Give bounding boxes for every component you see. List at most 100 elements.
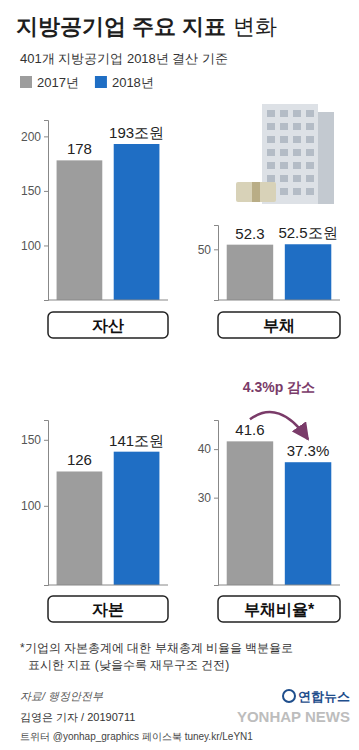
- bars: [57, 452, 160, 585]
- building-side: [318, 112, 334, 204]
- building-window: [280, 188, 288, 195]
- title: 지방공기업 주요 지표 변화: [16, 14, 277, 39]
- building-window: [267, 136, 275, 143]
- tick-label: 100: [21, 239, 41, 253]
- bar: [57, 160, 103, 300]
- building-window: [267, 175, 275, 182]
- tick-mark: [214, 249, 218, 250]
- y-axis: 50: [198, 226, 219, 301]
- tick-label: 200: [21, 130, 41, 144]
- data-label: 52.3: [235, 225, 264, 242]
- tick-label: 40: [198, 442, 212, 456]
- tick: 150: [21, 433, 48, 447]
- y-axis-line: [214, 421, 219, 586]
- data-label: 52.5조원: [278, 224, 337, 241]
- tick-mark: [44, 136, 48, 137]
- tick-label: 150: [21, 184, 41, 198]
- panel: 304041.637.3%4.3%p 감소부채비율*: [198, 379, 340, 622]
- building-window: [280, 123, 288, 130]
- tick-label: 150: [21, 433, 41, 447]
- annotation: 4.3%p 감소: [243, 379, 315, 395]
- money-stack: [236, 182, 276, 202]
- building-window: [306, 162, 314, 169]
- tick: 100: [21, 239, 48, 253]
- legend-label: 2018년: [112, 75, 154, 90]
- tick-mark: [44, 506, 48, 507]
- title-main: 지방공기업 주요 지표: [16, 14, 226, 39]
- bar: [227, 441, 273, 585]
- bar: [114, 452, 160, 585]
- building-window: [306, 188, 314, 195]
- building-window: [306, 175, 314, 182]
- bar: [285, 244, 331, 300]
- legend-swatch: [95, 76, 107, 88]
- bars: [57, 144, 160, 300]
- baseline: [218, 300, 340, 301]
- building-window: [267, 149, 275, 156]
- building-illustration: [236, 104, 334, 204]
- y-axis-line: [44, 421, 49, 586]
- data-label: 126: [67, 451, 92, 468]
- data-label: 193조원: [109, 124, 164, 141]
- infographic: 지방공기업 주요 지표변화401개 지방공기업 2018년 결산 기준2017년…: [0, 0, 359, 750]
- social: 트위터 @yonhap_graphics 페이스북 tuney.kr/LeYN1: [20, 731, 253, 742]
- footnote: 표시한 지표 (낮을수록 재무구조 건전): [28, 658, 229, 672]
- logo: 연합뉴스: [298, 689, 350, 704]
- building-window: [280, 136, 288, 143]
- bar: [57, 471, 103, 585]
- building-window: [280, 149, 288, 156]
- building-window: [293, 123, 301, 130]
- building-window: [293, 149, 301, 156]
- title-light: 변화: [233, 14, 277, 39]
- building-window: [293, 136, 301, 143]
- bar: [227, 245, 273, 300]
- y-axis-line: [214, 226, 219, 301]
- bars: [227, 441, 332, 585]
- tick: 30: [198, 491, 218, 505]
- building-window: [280, 162, 288, 169]
- building-window: [267, 110, 275, 117]
- panel-title-box: [48, 312, 168, 338]
- legend-swatch: [20, 76, 32, 88]
- tick-label: 30: [198, 491, 212, 505]
- baseline: [48, 300, 168, 301]
- tick: 50: [198, 243, 218, 257]
- panel-title: 자산: [92, 317, 124, 334]
- y-axis-line: [44, 121, 49, 301]
- y-axis: 100 150 200: [21, 121, 49, 301]
- building-window: [293, 188, 301, 195]
- tick-mark: [44, 191, 48, 192]
- annotation-arrow: [250, 412, 308, 439]
- source: 자료/ 행정안전부: [20, 690, 104, 702]
- data-label: 141조원: [109, 432, 164, 449]
- building-window: [293, 175, 301, 182]
- panel-title: 자본: [92, 601, 124, 618]
- bars: [227, 244, 332, 300]
- y-axis: 30 40: [198, 421, 219, 586]
- tick: 40: [198, 442, 218, 456]
- building-window: [267, 123, 275, 130]
- tick-mark: [214, 449, 218, 450]
- tick-mark: [214, 498, 218, 499]
- tick: 100: [21, 499, 48, 513]
- panel-title: 부채비율*: [244, 601, 315, 618]
- building-window: [306, 123, 314, 130]
- building-window: [306, 149, 314, 156]
- footnote: *기업의 자본총계에 대한 부채총계 비율을 백분율로: [20, 641, 293, 655]
- tick-label: 50: [198, 243, 212, 257]
- building-window: [306, 136, 314, 143]
- tick-mark: [44, 440, 48, 441]
- panel-title-box: [218, 312, 340, 338]
- building-window: [306, 110, 314, 117]
- watermark: YONHAP NEWS: [237, 708, 350, 725]
- building-window: [293, 162, 301, 169]
- data-label: 41.6: [235, 421, 264, 438]
- tick: 200: [21, 130, 48, 144]
- baseline: [48, 585, 168, 586]
- building-window: [280, 110, 288, 117]
- subtitle: 401개 지방공기업 2018년 결산 기준: [20, 51, 228, 66]
- money-band: [252, 182, 260, 202]
- tick-label: 100: [21, 499, 41, 513]
- credit: 김영은 기자 / 20190711: [20, 711, 135, 723]
- logo-icon: [283, 690, 295, 702]
